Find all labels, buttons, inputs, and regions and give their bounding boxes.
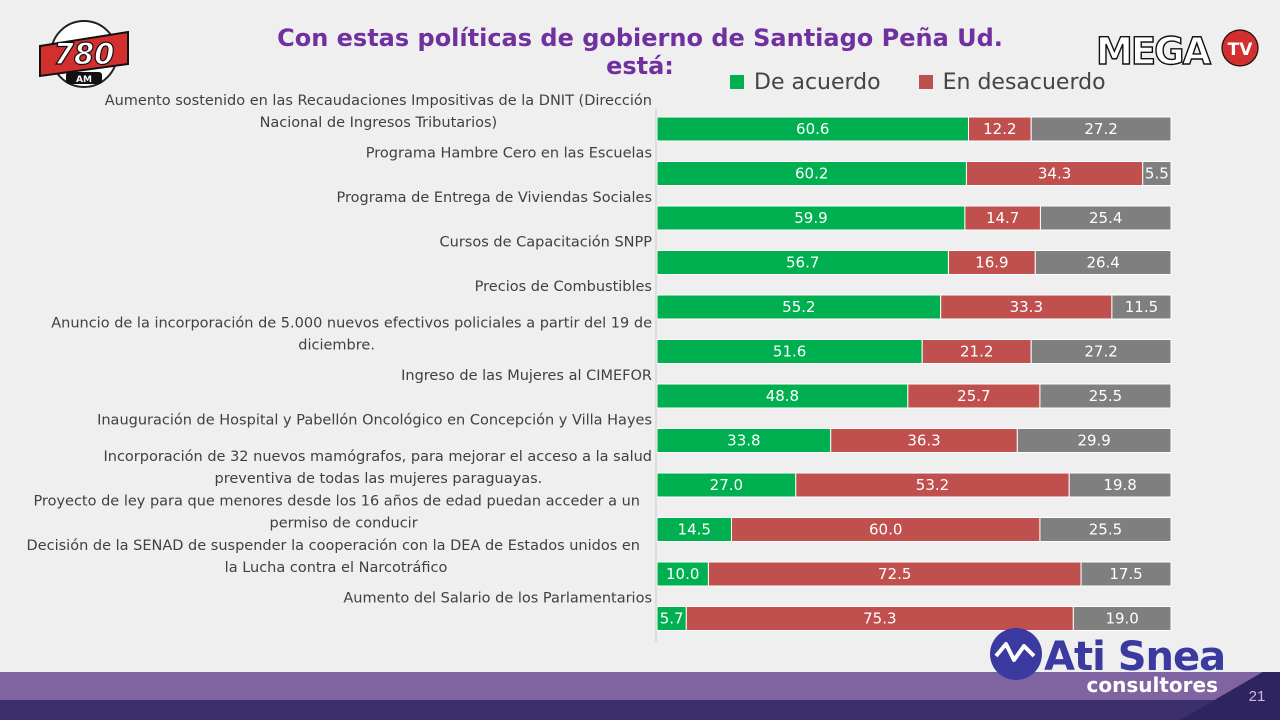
data-label: 5.7 — [660, 610, 684, 628]
bar-segment-de-acuerdo — [656, 161, 967, 186]
page-number: 21 — [1248, 688, 1266, 705]
category-label: Programa de Entrega de Viviendas Sociale… — [336, 190, 652, 206]
bar-segment-de-acuerdo — [656, 606, 687, 631]
data-label: 60.6 — [796, 120, 829, 138]
category-label: Cursos de Capacitación SNPP — [440, 235, 653, 251]
bar-segment-de-acuerdo — [656, 383, 909, 409]
data-label: 60.0 — [869, 521, 902, 539]
data-label: 17.5 — [1109, 565, 1142, 583]
data-label: 25.5 — [1089, 521, 1122, 539]
data-label: 53.2 — [916, 476, 949, 494]
data-label: 26.4 — [1086, 254, 1119, 272]
legend-label-agree: De acuerdo — [754, 69, 881, 95]
data-label: 14.7 — [986, 209, 1019, 227]
logo-tv-text: TV — [1228, 40, 1254, 60]
category-label: Aumento del Salario de los Parlamentario… — [343, 591, 652, 607]
data-label: 59.9 — [794, 209, 827, 227]
category-label: Anuncio de la incorporación de 5.000 nue… — [51, 316, 652, 354]
data-label: 56.7 — [786, 254, 819, 272]
bar-segment-de-acuerdo — [656, 116, 969, 142]
data-label: 60.2 — [795, 165, 828, 183]
data-label: 36.3 — [907, 432, 940, 450]
data-label: 55.2 — [782, 298, 815, 316]
bar-segment-other — [1080, 561, 1172, 587]
data-label: 27.0 — [710, 476, 743, 494]
data-label: 19.8 — [1103, 476, 1136, 494]
data-label: 29.9 — [1077, 432, 1110, 450]
data-label: 75.3 — [863, 610, 896, 628]
data-label: 25.7 — [957, 387, 990, 405]
logo-ati-subtitle: consultores — [1087, 673, 1218, 697]
category-label: Aumento sostenido en las Recaudaciones I… — [105, 93, 652, 131]
bar-segment-en-desacuerdo — [967, 116, 1032, 142]
bar-segment-en-desacuerdo — [907, 383, 1041, 409]
bar-segment-other — [1039, 205, 1172, 231]
bar-segment-other — [1016, 428, 1172, 453]
legend-item-disagree: En desacuerdo — [918, 69, 1106, 95]
legend-item-agree: De acuerdo — [730, 70, 881, 95]
bar-segment-en-desacuerdo — [965, 161, 1144, 186]
ati-snead-logo: Ati Snead consultores — [990, 628, 1226, 697]
data-label: 25.5 — [1089, 387, 1122, 405]
legend-label-disagree: En desacuerdo — [942, 69, 1106, 95]
data-label: 21.2 — [960, 343, 993, 361]
logo-mega-text: MEGA — [1096, 30, 1211, 72]
data-label: 14.5 — [678, 521, 711, 539]
legend-swatch-agree — [730, 75, 744, 89]
bar-segment-de-acuerdo — [656, 294, 942, 320]
chart-title: Con estas políticas de gobierno de Santi… — [277, 24, 1003, 80]
bar-segment-other — [1111, 294, 1172, 320]
bar-segment-en-desacuerdo — [685, 606, 1074, 631]
data-label: 51.6 — [773, 343, 806, 361]
logo-ati-name: Ati Snead — [1044, 634, 1226, 680]
data-label: 27.2 — [1084, 120, 1117, 138]
data-label: 19.0 — [1105, 610, 1138, 628]
data-label: 16.9 — [975, 254, 1008, 272]
bar-segment-en-desacuerdo — [731, 517, 1041, 542]
bar-segment-en-desacuerdo — [830, 428, 1018, 453]
bar-segment-de-acuerdo — [656, 517, 733, 542]
bar-segment-other — [1039, 383, 1172, 409]
bar-segment-other — [1039, 517, 1172, 542]
category-label: Inauguración de Hospital y Pabellón Onco… — [97, 413, 652, 429]
category-label: Precios de Combustibles — [475, 279, 652, 295]
bar-segment-other — [1030, 116, 1172, 142]
data-label: 27.2 — [1084, 343, 1117, 361]
footer-band — [0, 672, 1280, 720]
category-label: Decisión de la SENAD de suspender la coo… — [27, 538, 640, 576]
data-label: 25.4 — [1089, 209, 1122, 227]
bar-segment-other — [1072, 606, 1172, 631]
data-label: 33.3 — [1010, 298, 1043, 316]
data-label: 34.3 — [1038, 165, 1071, 183]
bar-segment-en-desacuerdo — [707, 561, 1082, 587]
stacked-bar-chart: Aumento sostenido en las Recaudaciones I… — [27, 93, 1172, 642]
data-label: 72.5 — [878, 565, 911, 583]
bar-segment-other — [1034, 250, 1172, 275]
bar-segment-other — [1068, 472, 1172, 498]
data-label: 10.0 — [666, 565, 699, 583]
mega-tv-logo: MEGA TV — [1095, 29, 1259, 72]
logo-780-number: 780 — [54, 37, 115, 71]
bar-segment-de-acuerdo — [656, 428, 832, 453]
bar-segment-de-acuerdo — [656, 472, 797, 498]
logo-780-band: AM — [76, 75, 92, 85]
data-label: 12.2 — [983, 120, 1016, 138]
bar-segment-de-acuerdo — [656, 339, 923, 364]
category-label: Incorporación de 32 nuevos mamógrafos, p… — [103, 449, 652, 487]
data-label: 5.5 — [1145, 165, 1169, 183]
bar-segment-other — [1030, 339, 1172, 364]
legend-swatch-disagree — [918, 75, 933, 89]
category-label: Programa Hambre Cero en las Escuelas — [366, 146, 652, 162]
category-label: Proyecto de ley para que menores desde l… — [33, 494, 640, 532]
category-label: Ingreso de las Mujeres al CIMEFOR — [401, 368, 652, 384]
chart-legend: De acuerdo En desacuerdo — [730, 66, 1144, 98]
bar-segment-other — [1142, 161, 1172, 186]
data-label: 48.8 — [766, 387, 799, 405]
radio-780am-logo: 780 AM — [39, 20, 129, 88]
data-label: 33.8 — [727, 432, 760, 450]
data-label: 11.5 — [1125, 298, 1158, 316]
bars-group: Aumento sostenido en las Recaudaciones I… — [27, 93, 1172, 631]
bar-segment-de-acuerdo — [656, 250, 949, 275]
